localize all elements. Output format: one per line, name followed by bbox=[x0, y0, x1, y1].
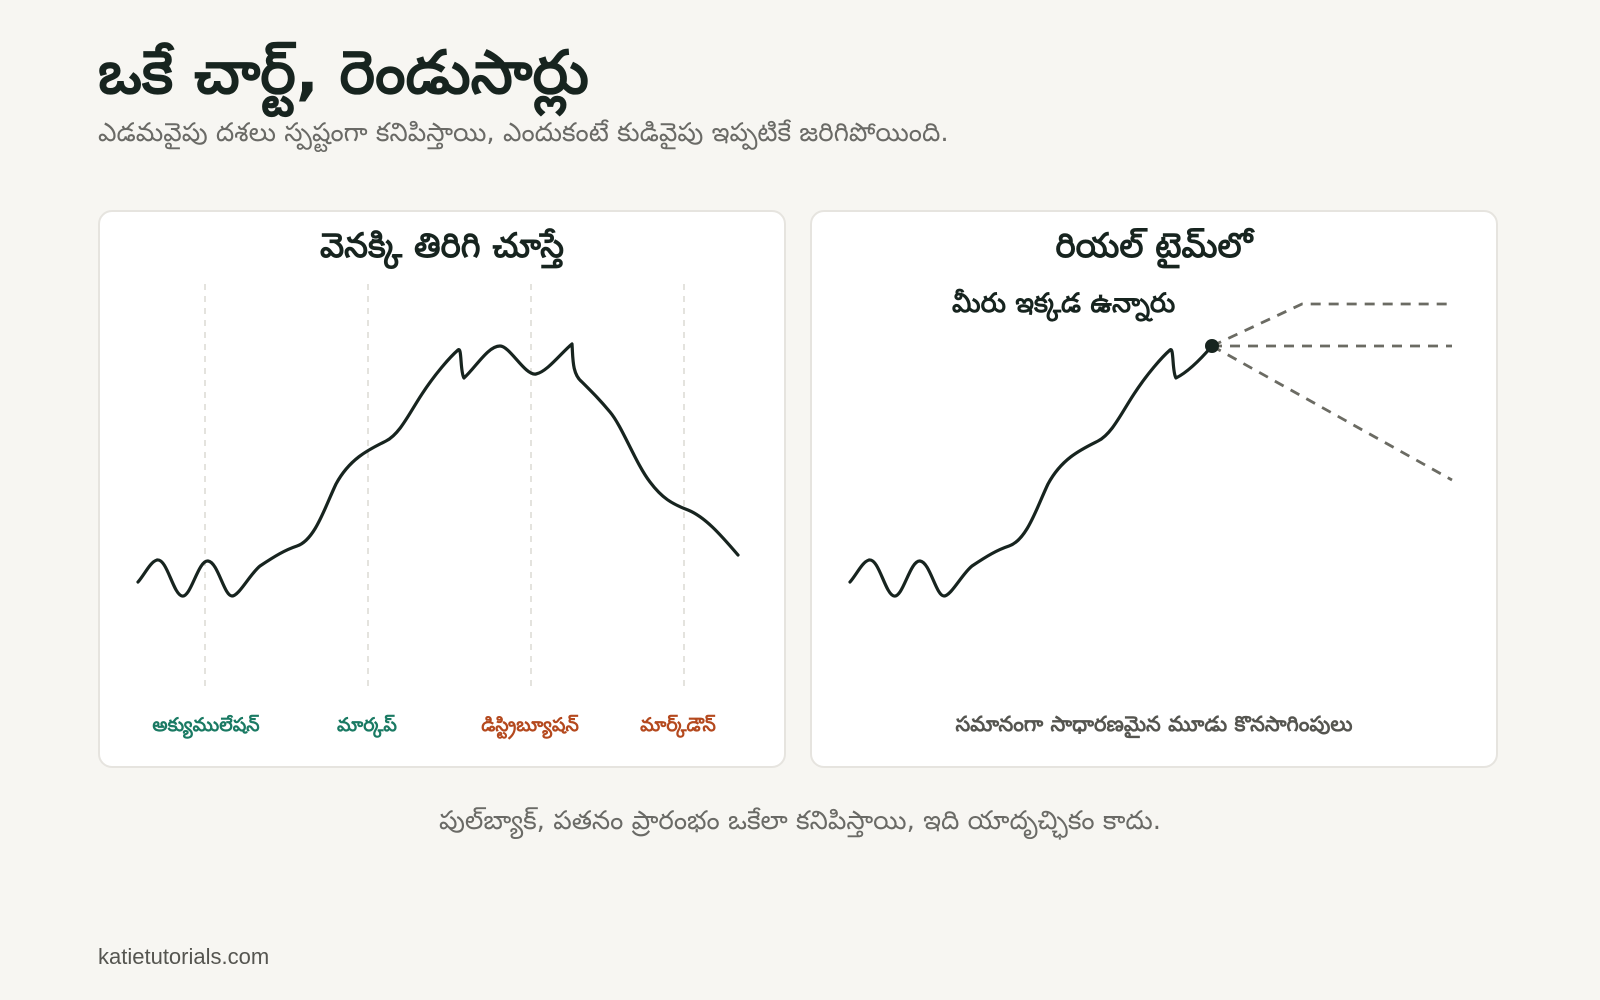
page-title: ఒకే చార్ట్, రెండుసార్లు bbox=[98, 38, 589, 108]
realtime-price-line bbox=[848, 344, 1214, 598]
phase-label-distribution: డిస్ట్రిబ్యూషన్ bbox=[481, 714, 579, 736]
continuation-up bbox=[1211, 302, 1452, 348]
continuation-down bbox=[1211, 344, 1453, 482]
phase-dividers bbox=[204, 284, 685, 688]
realtime-title: రియల్ టైమ్‌లో bbox=[1055, 226, 1253, 266]
page-subtitle: ఎడమవైపు దశలు స్పష్టంగా కనిపిస్తాయి, ఎందు… bbox=[98, 118, 949, 148]
current-position-marker bbox=[1205, 339, 1219, 353]
hindsight-chart bbox=[136, 284, 740, 688]
realtime-chart bbox=[848, 302, 1453, 598]
conclusion-text: పుల్‌బ్యాక్, పతనం ప్రారంభం ఒకేలా కనిపిస్… bbox=[438, 806, 1162, 836]
realtime-panel: రియల్ టైమ్‌లో మీరు ఇక్కడ ఉన్నారు సమానంగా… bbox=[810, 210, 1498, 768]
phase-label-markdown: మార్క్‌డౌన్ bbox=[640, 714, 716, 736]
full-cycle-price-line bbox=[136, 342, 740, 598]
phase-label-markup: మార్కప్ bbox=[337, 714, 397, 736]
possible-continuations bbox=[1211, 302, 1453, 482]
phase-label-accumulation: అక్యుములేషన్ bbox=[152, 714, 260, 736]
continuations-caption: సమానంగా సాధారణమైన మూడు కొనసాగింపులు bbox=[955, 712, 1353, 736]
hindsight-title: వెనక్కి తిరిగి చూస్తే bbox=[319, 226, 565, 266]
you-are-here-label: మీరు ఇక్కడ ఉన్నారు bbox=[952, 288, 1176, 319]
site-url: katietutorials.com bbox=[98, 944, 270, 969]
hindsight-panel: వెనక్కి తిరిగి చూస్తే అక్యుములేషన్ మార్క… bbox=[98, 210, 786, 768]
